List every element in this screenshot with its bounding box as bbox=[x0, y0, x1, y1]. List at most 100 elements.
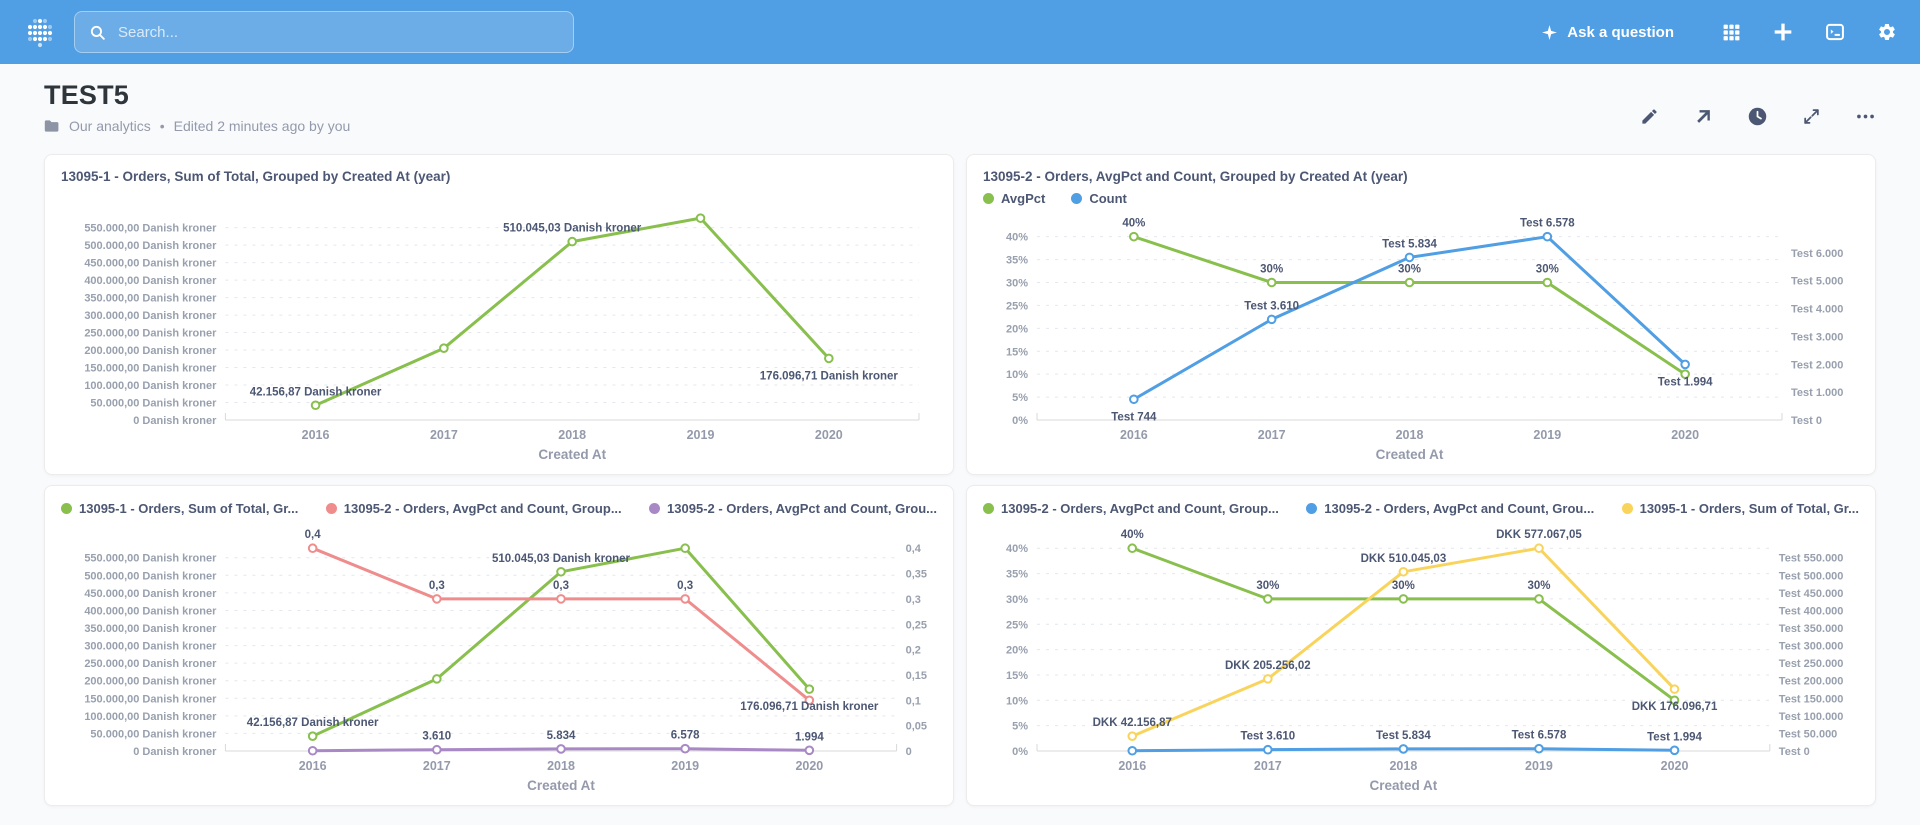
more-ellipsis-icon[interactable] bbox=[1854, 105, 1876, 127]
data-point[interactable] bbox=[680, 594, 690, 604]
data-point[interactable] bbox=[307, 731, 318, 741]
data-point[interactable] bbox=[1669, 745, 1680, 756]
top-navbar: Ask a question bbox=[0, 0, 1920, 64]
x-axis-tick-label: 2019 bbox=[1533, 428, 1561, 442]
data-point[interactable] bbox=[1263, 594, 1273, 604]
y-axis-tick-label: 150.000,00 Danish kroner bbox=[84, 693, 217, 705]
data-point[interactable] bbox=[824, 353, 834, 364]
ask-question-button[interactable]: Ask a question bbox=[1541, 24, 1674, 41]
data-point[interactable] bbox=[695, 213, 706, 223]
data-point[interactable] bbox=[1404, 277, 1415, 288]
x-axis-tick-label: 2019 bbox=[687, 428, 715, 442]
data-point[interactable] bbox=[1129, 231, 1139, 242]
data-point[interactable] bbox=[439, 343, 449, 354]
data-point[interactable] bbox=[1398, 566, 1409, 577]
line-chart-combined-pct[interactable]: 40% 35% 30% 25% 20% 15% 10% 5% 0% Test 550.000 Tes… bbox=[983, 518, 1859, 795]
legend-item[interactable]: 13095-2 - Orders, AvgPct and Count, Grou… bbox=[983, 501, 1279, 516]
data-point[interactable] bbox=[1680, 369, 1690, 379]
data-point[interactable] bbox=[307, 543, 318, 554]
x-axis-tick-label: 2018 bbox=[558, 428, 586, 442]
data-point[interactable] bbox=[1127, 731, 1138, 741]
data-point[interactable] bbox=[310, 400, 321, 411]
data-point[interactable] bbox=[1669, 684, 1680, 694]
data-point[interactable] bbox=[556, 566, 566, 577]
data-point[interactable] bbox=[556, 594, 566, 604]
right-axis-tick-label: Test 200.000 bbox=[1779, 676, 1844, 688]
legend-item[interactable]: 13095-2 - Orders, AvgPct and Count, Grou… bbox=[1306, 501, 1594, 516]
y-axis-tick-label: 0 Danish kroner bbox=[133, 415, 217, 427]
data-point[interactable] bbox=[1534, 594, 1544, 604]
fullscreen-icon[interactable] bbox=[1800, 105, 1822, 127]
legend-label: 13095-2 - Orders, AvgPct and Count, Grou… bbox=[1324, 501, 1595, 516]
data-point[interactable] bbox=[804, 745, 815, 756]
collection-link[interactable]: Our analytics bbox=[69, 118, 151, 134]
y-axis-tick-label: 40% bbox=[1006, 543, 1028, 555]
legend-swatch bbox=[649, 503, 661, 514]
legend-item[interactable]: Count bbox=[1071, 191, 1127, 206]
metabase-logo-icon[interactable] bbox=[22, 12, 56, 52]
data-point[interactable] bbox=[1404, 252, 1415, 263]
share-arrow-icon[interactable] bbox=[1692, 105, 1714, 127]
history-clock-icon[interactable] bbox=[1746, 105, 1768, 127]
data-point[interactable] bbox=[567, 236, 578, 247]
data-point[interactable] bbox=[1127, 745, 1138, 756]
data-point[interactable] bbox=[1398, 744, 1409, 754]
data-point[interactable] bbox=[680, 743, 690, 754]
y-axis-tick-label: 550.000,00 Danish kroner bbox=[84, 223, 217, 235]
legend-item[interactable]: 13095-1 - Orders, Sum of Total, Gr... bbox=[61, 501, 298, 516]
data-point[interactable] bbox=[1542, 277, 1553, 288]
legend-label: 13095-1 - Orders, Sum of Total, Gr... bbox=[79, 501, 299, 516]
settings-gear-icon[interactable] bbox=[1876, 21, 1898, 43]
data-point[interactable] bbox=[1266, 314, 1277, 325]
line-chart-avgpct-count[interactable]: 40% 35% 30% 25% 20% 15% 10% 5% 0% Test 6.000 Test … bbox=[983, 208, 1859, 464]
y-axis-tick-label: 25% bbox=[1006, 619, 1028, 631]
data-point[interactable] bbox=[1398, 594, 1409, 604]
legend-item[interactable]: 13095-1 - Orders, Sum of Total, Gr... bbox=[1621, 501, 1859, 516]
data-point[interactable] bbox=[1266, 277, 1277, 288]
data-point[interactable] bbox=[1263, 674, 1273, 684]
legend-item[interactable]: 13095-2 - Orders, AvgPct and Count, Grou… bbox=[325, 501, 622, 516]
data-point-label: 510.045,03 Danish kroner bbox=[492, 553, 631, 565]
card-title[interactable]: 13095-2 - Orders, AvgPct and Count, Grou… bbox=[983, 169, 1408, 184]
data-point[interactable] bbox=[432, 744, 442, 755]
right-axis-tick-label: 0,05 bbox=[906, 721, 927, 733]
data-point-label: DKK 42.156,87 bbox=[1093, 717, 1172, 729]
data-point[interactable] bbox=[1127, 543, 1138, 554]
native-query-icon[interactable] bbox=[1824, 21, 1846, 43]
data-point[interactable] bbox=[1669, 695, 1680, 706]
browse-grid-icon[interactable] bbox=[1720, 21, 1742, 43]
data-point[interactable] bbox=[432, 594, 442, 604]
data-point[interactable] bbox=[1680, 359, 1690, 370]
data-point[interactable] bbox=[1534, 743, 1544, 754]
line-chart-combined-kroner[interactable]: 550.000,00 Danish kroner 500.000,00 Danis… bbox=[61, 518, 937, 795]
x-axis-title: Created At bbox=[538, 447, 606, 462]
right-axis-tick-label: Test 300.000 bbox=[1779, 641, 1844, 653]
data-point[interactable] bbox=[556, 744, 566, 754]
data-point-label: 42.156,87 Danish kroner bbox=[250, 386, 382, 398]
edit-pencil-icon[interactable] bbox=[1638, 105, 1660, 127]
card-combined-pct: 13095-2 - Orders, AvgPct and Count, Grou… bbox=[966, 485, 1876, 806]
data-point[interactable] bbox=[432, 674, 442, 684]
legend-item[interactable]: AvgPct bbox=[983, 191, 1045, 206]
create-plus-icon[interactable] bbox=[1772, 21, 1794, 43]
data-point[interactable] bbox=[1263, 744, 1273, 755]
y-axis-tick-label: 20% bbox=[1006, 323, 1028, 335]
data-point[interactable] bbox=[1129, 394, 1139, 405]
line-chart-sum-of-total[interactable]: 550.000,00 Danish kroner 500.000,00 Danis… bbox=[61, 188, 937, 464]
chart-legend: 13095-1 - Orders, Sum of Total, Gr... 130… bbox=[61, 501, 937, 516]
y-axis-tick-label: 20% bbox=[1006, 645, 1028, 657]
data-point[interactable] bbox=[1534, 543, 1544, 554]
search-bar[interactable] bbox=[74, 11, 574, 53]
data-point[interactable] bbox=[680, 543, 690, 554]
y-axis-tick-label: 10% bbox=[1006, 695, 1028, 707]
data-point[interactable] bbox=[804, 684, 815, 694]
right-axis-tick-label: Test 450.000 bbox=[1779, 588, 1844, 600]
y-axis-tick-label: 300.000,00 Danish kroner bbox=[84, 641, 217, 653]
data-point[interactable] bbox=[307, 745, 318, 756]
y-axis-tick-label: 35% bbox=[1006, 569, 1028, 581]
card-title[interactable]: 13095-1 - Orders, Sum of Total, Grouped … bbox=[61, 169, 451, 184]
data-point[interactable] bbox=[1542, 231, 1553, 242]
data-point[interactable] bbox=[804, 695, 815, 706]
search-input[interactable] bbox=[116, 22, 559, 42]
legend-item[interactable]: 13095-2 - Orders, AvgPct and Count, Grou… bbox=[649, 501, 937, 516]
